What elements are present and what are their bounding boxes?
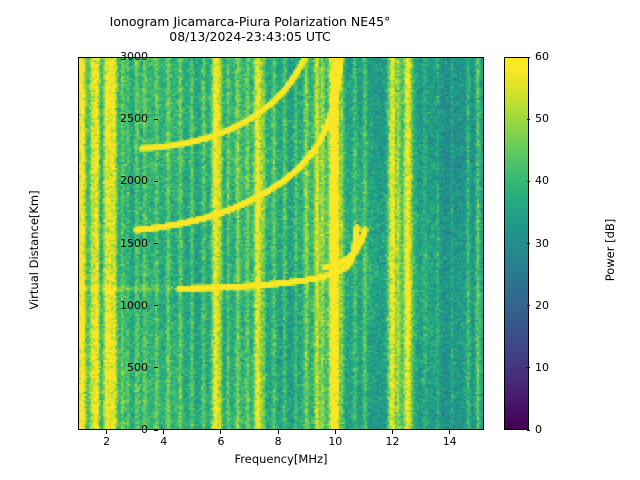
y-tick-mark — [154, 367, 158, 369]
colorbar-tick-label: 30 — [535, 236, 549, 250]
y-tick-mark — [154, 56, 158, 58]
x-tick-label: 8 — [274, 435, 282, 448]
colorbar-tick-mark — [526, 305, 530, 307]
colorbar-tick-label: 0 — [535, 423, 542, 436]
colorbar-tick-label: 10 — [535, 360, 549, 374]
plot-area — [78, 57, 484, 430]
colorbar-tick-mark — [526, 243, 530, 244]
y-tick-label: 2500 — [120, 112, 148, 126]
chart-title: Ionogram Jicamarca-Piura Polarization NE… — [0, 14, 500, 44]
colorbar-tick-mark — [526, 429, 530, 431]
colorbar-tick-label: 40 — [535, 174, 549, 188]
y-axis-label: Virtual Distance[Km] — [27, 190, 41, 310]
colorbar-tick-mark — [526, 56, 530, 58]
y-tick-label: 1000 — [120, 298, 148, 312]
x-tick-label: 12 — [385, 435, 400, 448]
x-tick-mark — [449, 430, 451, 434]
y-tick-mark — [154, 429, 158, 431]
colorbar-tick-mark — [526, 367, 530, 369]
colorbar-tick-mark — [526, 118, 530, 120]
y-tick-mark — [154, 118, 158, 120]
x-tick-mark — [163, 430, 165, 434]
x-tick-mark — [334, 430, 336, 434]
y-tick-label: 2000 — [120, 174, 148, 188]
y-tick-mark — [154, 180, 158, 182]
x-axis-label: Frequency[MHz] — [234, 452, 328, 466]
x-tick-mark — [106, 430, 108, 434]
colorbar-tick-label: 50 — [535, 112, 549, 126]
colorbar — [504, 57, 529, 430]
x-tick-mark — [392, 430, 393, 434]
y-tick-label: 0 — [141, 423, 148, 436]
x-tick-label: 14 — [442, 435, 457, 448]
x-tick-mark — [220, 430, 222, 434]
y-tick-mark — [154, 243, 158, 244]
ionogram-heatmap — [79, 58, 483, 429]
colorbar-tick-label: 60 — [535, 50, 549, 63]
x-tick-label: 6 — [217, 435, 225, 448]
colorbar-tick-label: 20 — [535, 298, 549, 312]
title-line-1: Ionogram Jicamarca-Piura Polarization NE… — [109, 14, 391, 29]
colorbar-gradient — [505, 58, 528, 429]
x-tick-mark — [277, 430, 279, 434]
y-tick-label: 500 — [127, 360, 148, 374]
title-line-2: 08/13/2024-23:43:05 UTC — [169, 29, 331, 44]
y-tick-mark — [154, 305, 158, 307]
colorbar-label: Power [dB] — [603, 218, 617, 282]
x-tick-label: 4 — [160, 435, 168, 448]
y-tick-label: 1500 — [120, 236, 148, 250]
colorbar-tick-mark — [526, 180, 530, 182]
x-tick-label: 10 — [328, 435, 343, 448]
x-tick-label: 2 — [103, 435, 111, 448]
y-tick-label: 3000 — [120, 50, 148, 63]
